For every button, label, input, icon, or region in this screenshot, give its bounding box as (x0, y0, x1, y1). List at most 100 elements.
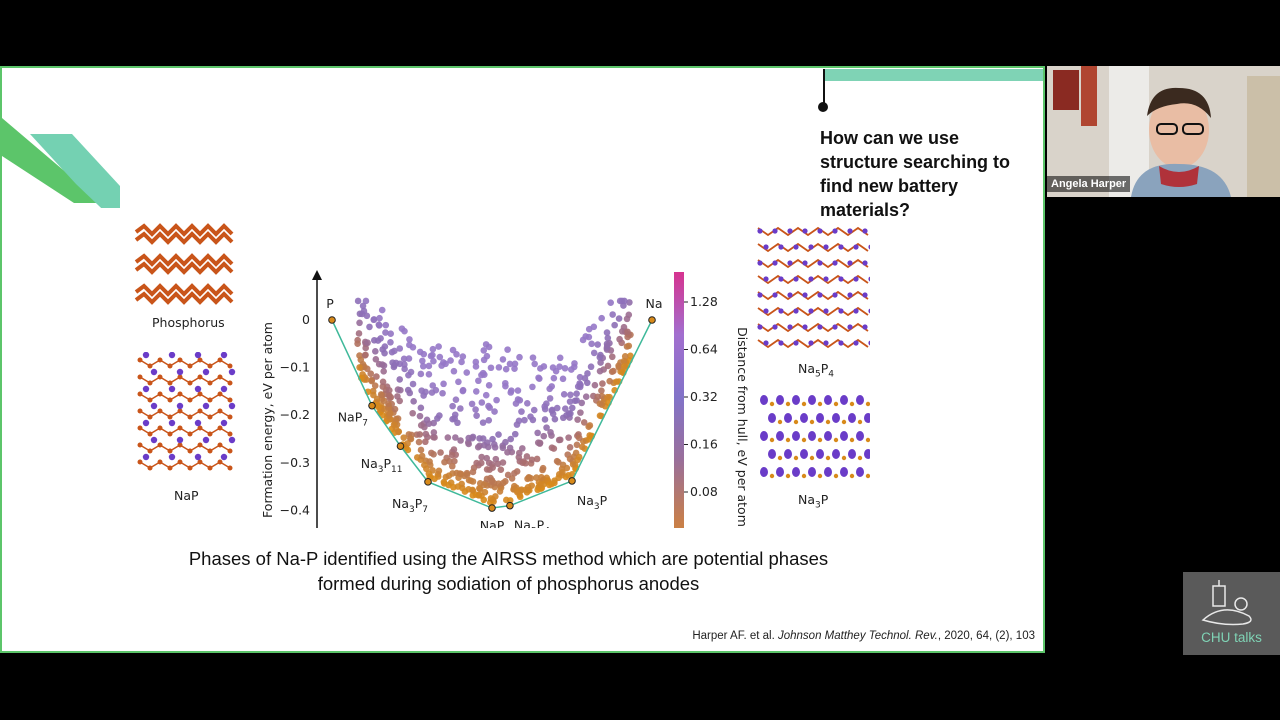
candidate-point (359, 302, 367, 310)
candidate-point (494, 460, 502, 468)
sodium-atom (848, 449, 856, 459)
sodium-atom (824, 431, 832, 441)
candidate-point (497, 466, 505, 473)
candidate-point (481, 488, 489, 496)
candidate-point (400, 355, 408, 363)
candidate-point (566, 443, 574, 451)
candidate-point (551, 415, 559, 423)
phosphorus-atom (841, 419, 847, 425)
hull-label-na3p7: Na3P7 (392, 496, 428, 515)
candidate-point (565, 434, 572, 441)
candidate-point (396, 376, 404, 383)
phosphorus-chain (139, 393, 231, 401)
candidate-point (446, 458, 453, 465)
candidate-point (451, 457, 458, 465)
sodium-atom (763, 276, 769, 282)
candidate-point (370, 391, 377, 399)
candidate-point (546, 395, 554, 402)
candidate-point (545, 481, 553, 489)
candidate-point (457, 437, 464, 444)
candidate-point (472, 406, 479, 413)
candidate-point (398, 325, 406, 332)
candidate-point (615, 315, 623, 322)
candidate-point (477, 459, 485, 467)
slide-corner-decoration (2, 118, 120, 208)
candidate-point (506, 360, 514, 368)
sodium-atom (787, 228, 793, 234)
sodium-atom (808, 395, 816, 405)
phosphorus-chain (139, 444, 231, 452)
candidate-point (467, 477, 475, 484)
nap-structure-image (137, 352, 236, 471)
phosphorus-atom (769, 437, 775, 443)
sodium-atom (853, 276, 859, 282)
candidate-point (503, 496, 510, 504)
sodium-atom (760, 431, 768, 441)
colorbar-tick-label: 0.16 (690, 437, 718, 452)
sodium-atom (832, 228, 838, 234)
candidate-point (479, 419, 487, 426)
candidate-point (406, 336, 413, 343)
candidate-point (541, 403, 548, 410)
candidate-point (529, 383, 536, 391)
sodium-atom (772, 324, 778, 330)
sodium-atom (757, 292, 763, 298)
candidate-point (379, 378, 387, 386)
sodium-atom (793, 276, 799, 282)
hull-label-nap: NaP (480, 518, 505, 528)
phosphorus-label: Phosphorus (152, 315, 225, 330)
sodium-atom (832, 324, 838, 330)
candidate-point (597, 359, 604, 366)
candidate-point (481, 371, 488, 378)
candidate-point (556, 436, 564, 444)
candidate-point (585, 325, 593, 333)
sodium-atom (838, 244, 844, 250)
candidate-point (540, 363, 548, 370)
phosphorus-atom (865, 401, 870, 407)
candidate-point (556, 363, 563, 371)
candidate-point (417, 404, 425, 412)
candidate-point (507, 389, 515, 396)
hull-label-na3p11: Na3P11 (361, 456, 403, 475)
timeline-bar (824, 69, 1043, 81)
sodium-atom (838, 276, 844, 282)
candidate-point (447, 357, 454, 364)
candidate-point (566, 455, 574, 463)
candidate-point (476, 435, 483, 442)
candidate-point (613, 378, 620, 385)
candidate-point (428, 389, 436, 396)
speaker-video-tile[interactable] (1047, 66, 1280, 197)
speaker-video-image (1047, 66, 1280, 197)
sodium-atom (847, 260, 853, 266)
sodium-atom (847, 324, 853, 330)
candidate-point (463, 471, 471, 478)
candidate-point (516, 396, 524, 404)
candidate-structures (354, 297, 634, 506)
phosphorus-atom (865, 437, 870, 443)
candidate-point (361, 351, 369, 359)
timeline-line (823, 69, 825, 107)
candidate-point (436, 412, 443, 419)
candidate-point (354, 297, 362, 305)
candidate-point (576, 383, 584, 391)
sodium-atom (142, 419, 150, 427)
candidate-point (455, 378, 462, 386)
candidate-point (502, 438, 509, 446)
colorbar-tick-label: 0.64 (690, 342, 718, 357)
phosphorus-atom (809, 419, 815, 425)
candidate-point (391, 405, 399, 413)
speaker-name-label: Angela Harper (1047, 176, 1131, 192)
candidate-point (430, 429, 438, 436)
phosphorus-atom (833, 401, 839, 407)
reference-authors: Harper AF. et al. (692, 630, 778, 642)
candidate-point (530, 406, 538, 414)
candidate-point (480, 481, 488, 489)
candidate-point (516, 353, 523, 361)
candidate-point (368, 377, 375, 385)
candidate-point (422, 430, 430, 438)
formation-energy-chart: 0−0.1−0.2−0.3−0.4−0.5Formation energy, e… (260, 270, 750, 528)
sodium-atom (228, 436, 236, 444)
candidate-point (502, 365, 510, 373)
phosphorus-atom (777, 419, 783, 425)
candidate-point (499, 444, 507, 452)
